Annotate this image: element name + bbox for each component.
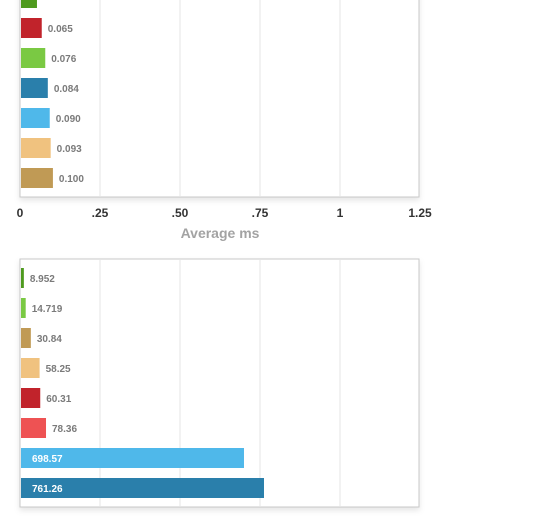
bar bbox=[21, 388, 41, 408]
bar bbox=[21, 478, 264, 498]
bar bbox=[21, 358, 40, 378]
bar-value-label: 8.952 bbox=[30, 274, 55, 285]
bar-value-label: 78.36 bbox=[52, 424, 77, 435]
bar-value-label: 0.093 bbox=[57, 144, 82, 155]
x-axis-title: Average ms bbox=[181, 225, 260, 241]
bar bbox=[21, 298, 26, 318]
x-tick-label: 0 bbox=[17, 206, 24, 220]
x-tick-label: .50 bbox=[172, 206, 189, 220]
x-tick-label: 1.25 bbox=[408, 206, 432, 220]
bar bbox=[21, 48, 46, 68]
bar-value-label: 60.31 bbox=[46, 394, 71, 405]
x-tick-label: .75 bbox=[252, 206, 269, 220]
bar-value-label: 0.065 bbox=[48, 24, 73, 35]
chart-bottom: 8.952 14.719 30.84 58.25 60.31 78.36 698.57 761… bbox=[19, 258, 420, 508]
bar bbox=[21, 0, 37, 8]
x-tick-label: .25 bbox=[92, 206, 109, 220]
chart-bottom-plot-area bbox=[19, 258, 420, 508]
bar-value-label: 30.84 bbox=[37, 334, 62, 345]
bar bbox=[21, 138, 51, 158]
bar-value-label: 698.57 bbox=[32, 454, 63, 465]
bar-value-label: 58.25 bbox=[46, 364, 71, 375]
bar bbox=[21, 18, 42, 38]
x-tick-label: 1 bbox=[337, 206, 344, 220]
chart-top: 0.065 0.076 0.084 0.090 0.093 0.100 0 .25 .50 .7… bbox=[17, 0, 432, 241]
chart-top-plot-area bbox=[19, 0, 420, 198]
bar-value-label: 0.084 bbox=[54, 84, 79, 95]
bar bbox=[21, 108, 50, 128]
bar bbox=[21, 78, 48, 98]
bar-value-label: 0.076 bbox=[51, 54, 76, 65]
bar-value-label: 761.26 bbox=[32, 484, 63, 495]
bar-value-label: 0.100 bbox=[59, 174, 84, 185]
bar bbox=[21, 418, 47, 438]
bar bbox=[21, 328, 31, 348]
bar bbox=[21, 168, 53, 188]
bar-value-label: 14.719 bbox=[32, 304, 63, 315]
bar-value-label: 0.090 bbox=[56, 114, 81, 125]
bar bbox=[21, 448, 244, 468]
bar bbox=[21, 268, 24, 288]
